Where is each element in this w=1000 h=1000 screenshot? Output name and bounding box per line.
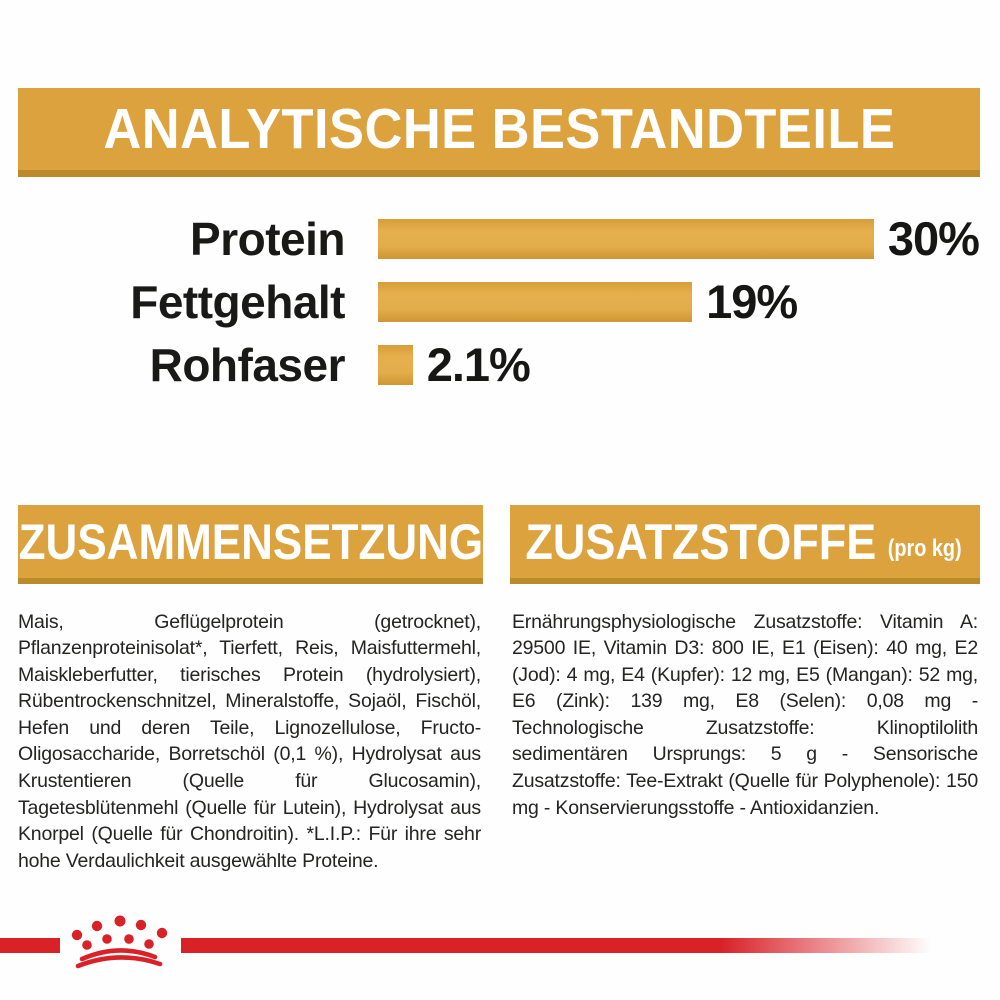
chart-row: Rohfaser 2.1% xyxy=(0,333,1000,396)
chart-bar-protein xyxy=(378,218,874,259)
analytical-title: ANALYTISCHE BESTANDTEILE xyxy=(103,97,895,161)
footer-divider-right xyxy=(181,938,931,953)
chart-row: Fettgehalt 19% xyxy=(0,270,1000,333)
composition-banner: ZUSAMMENSETZUNG xyxy=(18,505,483,584)
chart-value-label: 2.1% xyxy=(426,338,531,391)
composition-title: ZUSAMMENSETZUNG xyxy=(18,513,483,570)
additives-unit-label: (pro kg) xyxy=(887,534,962,562)
chart-category-label: Fettgehalt xyxy=(130,275,345,328)
chart-value-label: 30% xyxy=(887,212,980,265)
additives-banner-text: ZUSATZSTOFFE (pro kg) xyxy=(525,513,964,571)
composition-text: Mais, Geflügelprotein (getrocknet), Pfla… xyxy=(18,610,481,872)
footer-divider-left xyxy=(0,938,60,953)
chart-category-label: Protein xyxy=(190,212,345,265)
additives-banner: ZUSATZSTOFFE (pro kg) xyxy=(510,505,980,584)
royal-canin-crown-icon xyxy=(71,915,168,969)
chart-value-label: 19% xyxy=(706,275,798,328)
analytical-banner: ANALYTISCHE BESTANDTEILE xyxy=(18,88,980,177)
chart-row: Protein 30% xyxy=(0,207,1000,270)
additives-text: Ernährungsphysiologische Zusatzstoffe: V… xyxy=(512,610,978,819)
chart-bar-rohfaser xyxy=(378,344,413,385)
analytical-constituents-chart: Protein 30% Fettgehalt 19% Rohfaser 2.1% xyxy=(0,207,1000,396)
chart-category-label: Rohfaser xyxy=(149,338,346,391)
chart-bar-fettgehalt xyxy=(378,281,693,322)
additives-title: ZUSATZSTOFFE xyxy=(525,513,877,570)
